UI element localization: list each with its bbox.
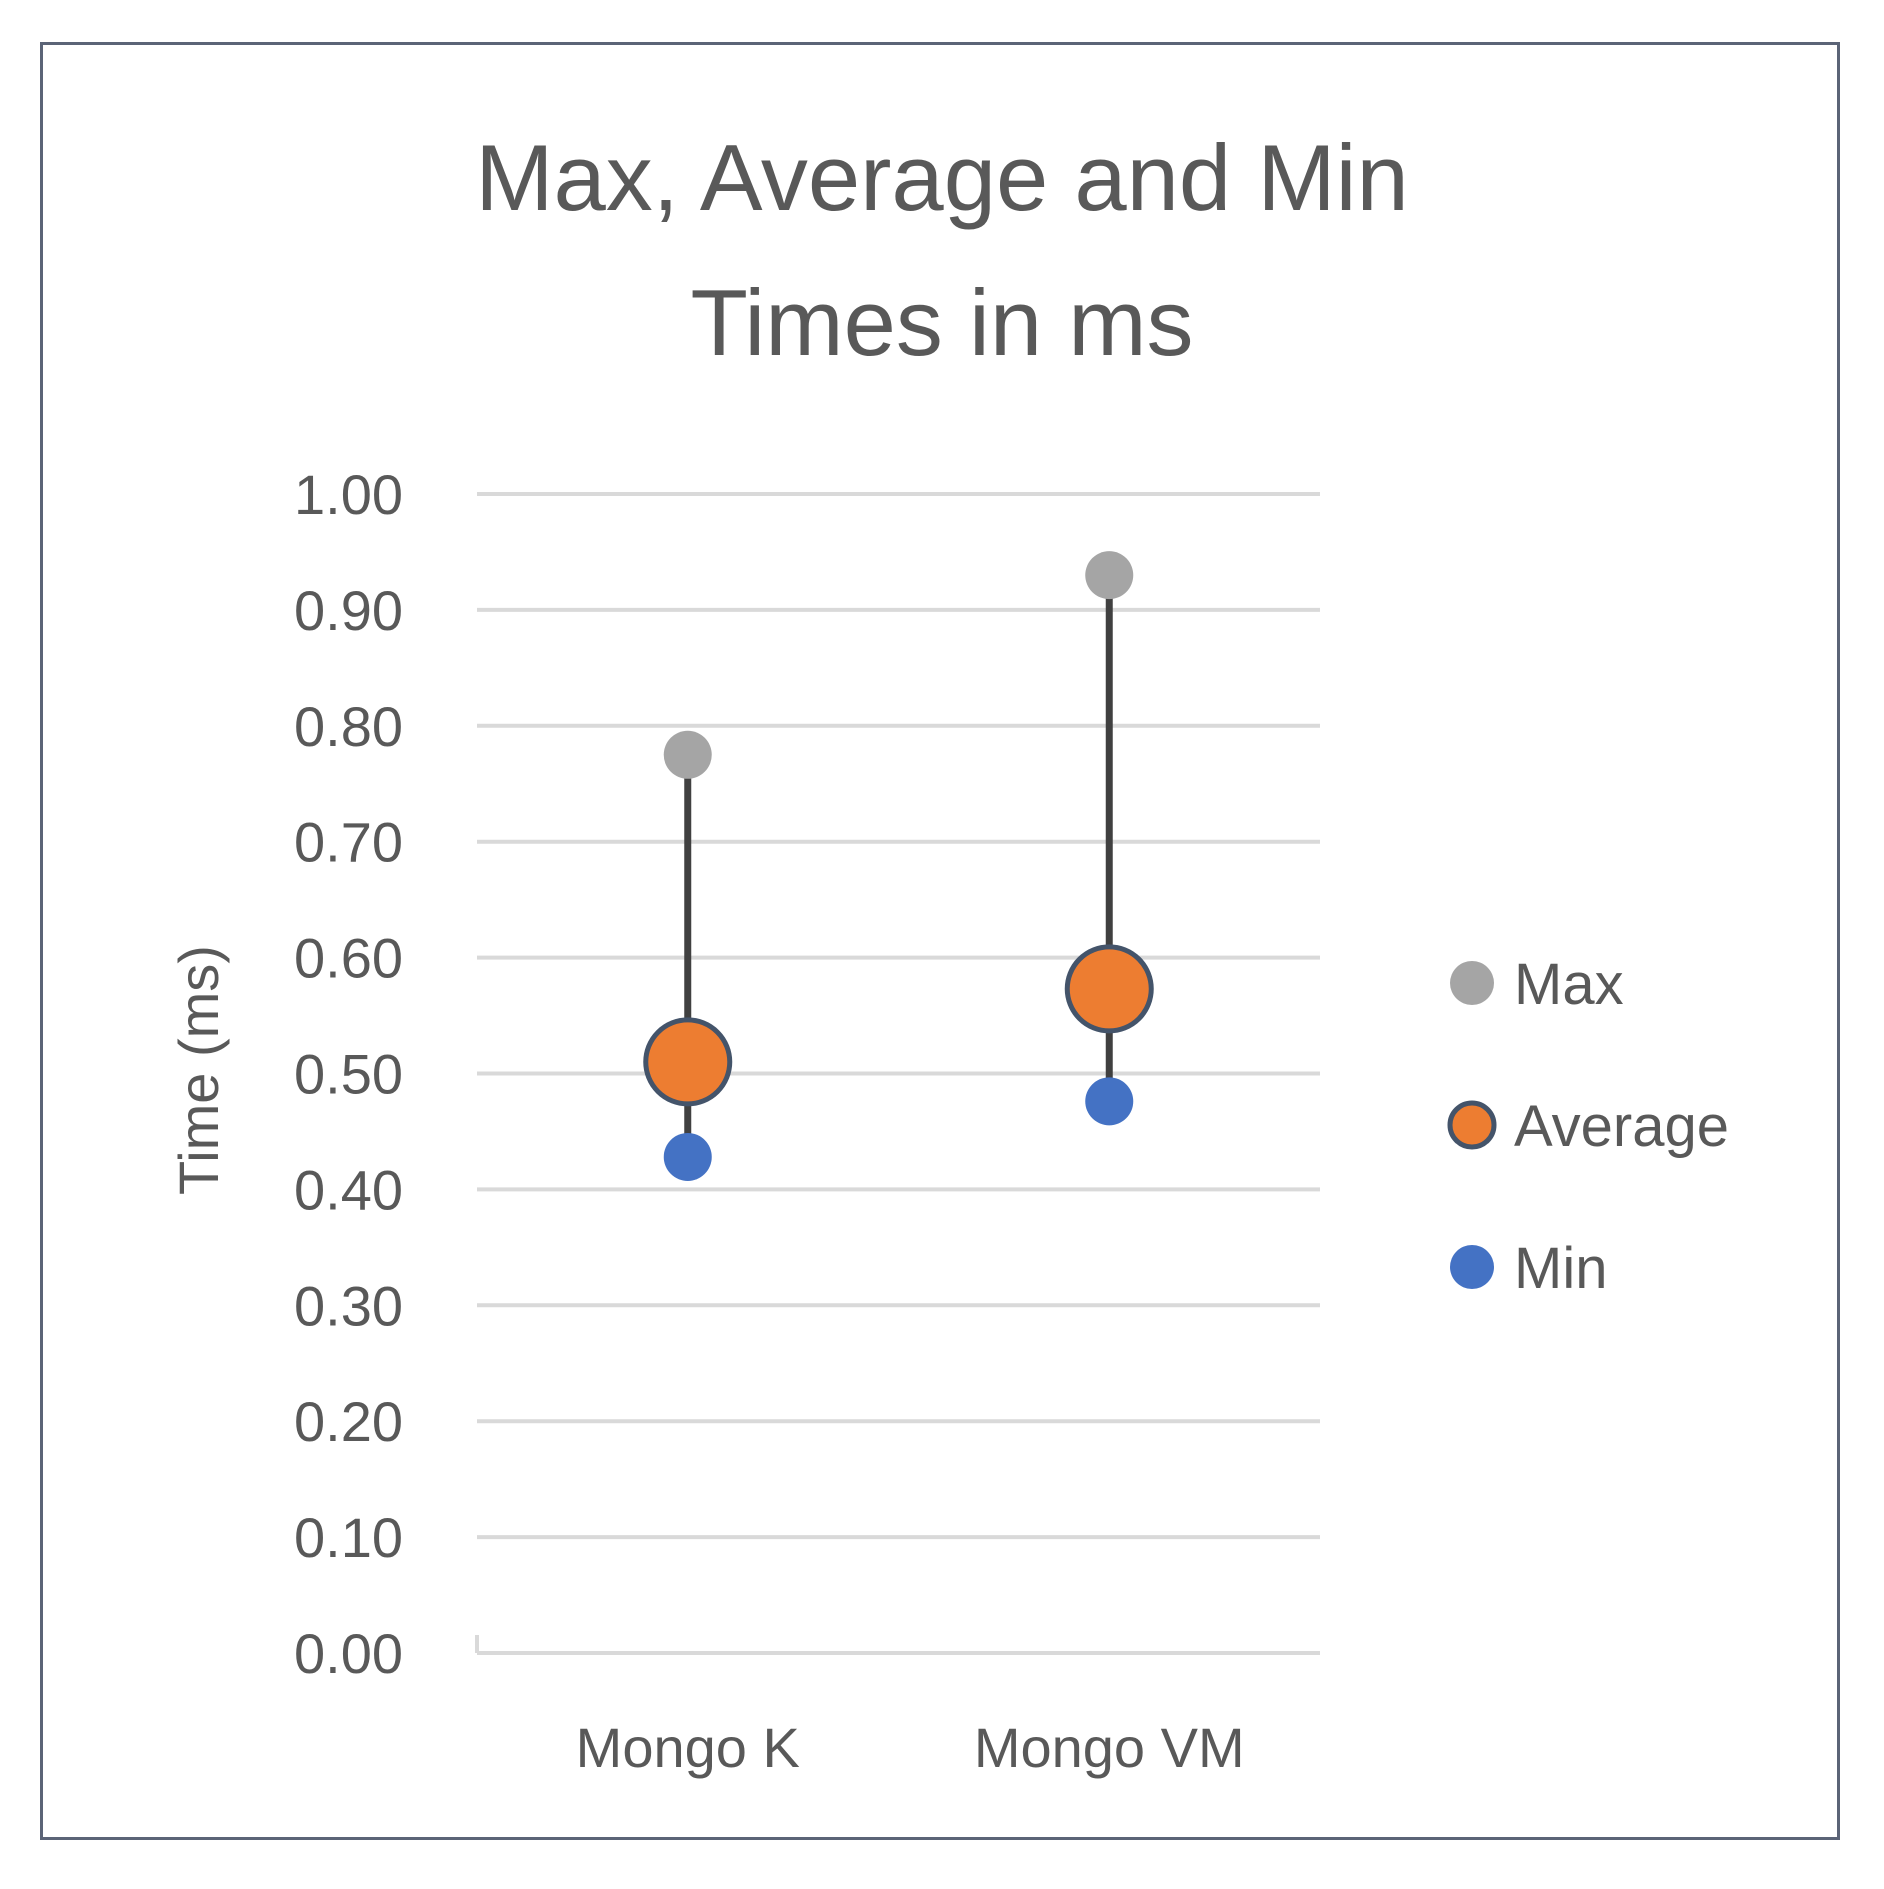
legend-marker-average xyxy=(1447,1100,1497,1150)
y-tick-label: 0.20 xyxy=(294,1390,403,1453)
legend-label-min: Min xyxy=(1514,1236,1607,1301)
range-lines xyxy=(684,575,1113,1157)
y-tick-label: 0.00 xyxy=(294,1622,403,1685)
data-markers xyxy=(643,551,1154,1181)
x-tick-label: Mongo VM xyxy=(974,1716,1245,1779)
x-tick-labels: Mongo K Mongo VM xyxy=(576,1716,1245,1779)
marker-max xyxy=(663,730,712,779)
marker-min xyxy=(663,1132,712,1181)
chart-title-line-1: Max, Average and Min xyxy=(475,125,1409,230)
y-tick-labels: 0.00 0.10 0.20 0.30 0.40 0.50 0.60 0.70 0.80 0.90… xyxy=(294,463,403,1685)
y-tick-label: 0.30 xyxy=(294,1274,403,1337)
marker-average xyxy=(643,1017,733,1107)
legend: Max Average Min xyxy=(1447,952,1729,1301)
y-tick-label: 0.10 xyxy=(294,1506,403,1569)
y-tick-label: 0.40 xyxy=(294,1158,403,1221)
y-tick-label: 0.60 xyxy=(294,927,403,990)
marker-min xyxy=(1085,1077,1134,1126)
legend-label-average: Average xyxy=(1514,1094,1729,1159)
legend-label-max: Max xyxy=(1514,952,1624,1017)
y-tick-label: 0.80 xyxy=(294,695,403,758)
y-axis-title: Time (ms) xyxy=(167,945,230,1195)
y-tick-label: 0.70 xyxy=(294,811,403,874)
marker-max xyxy=(1085,551,1134,600)
x-tick-label: Mongo K xyxy=(576,1716,800,1779)
chart-title-line-2: Times in ms xyxy=(690,270,1193,375)
y-tick-label: 0.90 xyxy=(294,579,403,642)
y-tick-label: 0.50 xyxy=(294,1043,403,1106)
legend-marker-max xyxy=(1450,961,1494,1005)
chart-frame xyxy=(40,42,1840,1840)
y-tick-label: 1.00 xyxy=(294,463,403,526)
legend-marker-min xyxy=(1450,1245,1494,1289)
marker-average xyxy=(1064,944,1154,1034)
gridlines xyxy=(475,492,1320,1655)
chart-title: Max, Average and Min Times in ms xyxy=(475,125,1409,375)
